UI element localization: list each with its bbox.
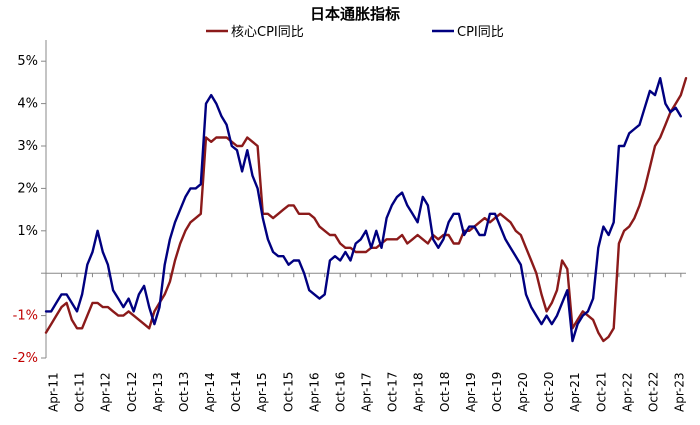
x-tick-label: Oct-20 (542, 372, 556, 412)
x-tick-label: Oct-11 (73, 372, 87, 412)
x-tick-label: Oct-16 (333, 372, 347, 412)
x-tick-label: Oct-22 (646, 372, 660, 412)
x-tick-label: Apr-17 (360, 372, 374, 412)
x-tick-label: Oct-17 (386, 372, 400, 412)
x-tick-label: Apr-22 (620, 372, 634, 412)
y-tick-label: 5% (17, 54, 38, 69)
x-tick-label: Oct-12 (125, 372, 139, 412)
series-group (44, 76, 688, 343)
legend: 核心CPI同比 CPI同比 (206, 25, 504, 40)
x-tick-label: Oct-19 (490, 372, 504, 412)
y-tick-label: 1% (17, 224, 38, 239)
x-tick-label: Apr-21 (568, 372, 582, 412)
x-tick-label: Oct-21 (594, 372, 608, 412)
x-tick-label: Apr-18 (412, 372, 426, 412)
x-tick-label: Apr-23 (673, 372, 687, 412)
x-tick-label: Apr-13 (151, 372, 165, 412)
x-tick-label: Oct-15 (281, 372, 295, 412)
legend-label-0: 核心CPI同比 (231, 25, 304, 40)
x-tick-label: Apr-20 (516, 372, 530, 412)
x-tick-label: Oct-14 (229, 372, 243, 412)
y-tick-label: -1% (13, 309, 38, 324)
x-tick-label: Apr-19 (464, 372, 478, 412)
y-tick-label: 2% (17, 181, 38, 196)
x-tick-label: Apr-16 (307, 372, 321, 412)
x-tick-label: Apr-12 (99, 372, 113, 412)
legend-label-1: CPI同比 (457, 25, 504, 40)
x-axis: Apr-11 Oct-11 Apr-12 Oct-12 Apr-13 Oct-13 Apr-… (45, 272, 687, 412)
x-tick-label: Apr-14 (203, 372, 217, 412)
y-tick-label: 4% (17, 97, 38, 112)
series-line-1 (44, 76, 682, 343)
y-axis: -2% -1% 1% 2% 3% 4% 5% (13, 40, 47, 366)
x-tick-label: Apr-11 (47, 372, 61, 412)
series-line-0 (44, 76, 688, 343)
x-tick-label: Apr-15 (255, 372, 269, 412)
x-tick-label: Oct-18 (438, 372, 452, 412)
y-tick-label: 3% (17, 139, 38, 154)
x-tick-label: Oct-13 (177, 372, 191, 412)
chart-title: 日本通胀指标 (310, 5, 400, 23)
y-tick-label: -2% (13, 351, 38, 366)
